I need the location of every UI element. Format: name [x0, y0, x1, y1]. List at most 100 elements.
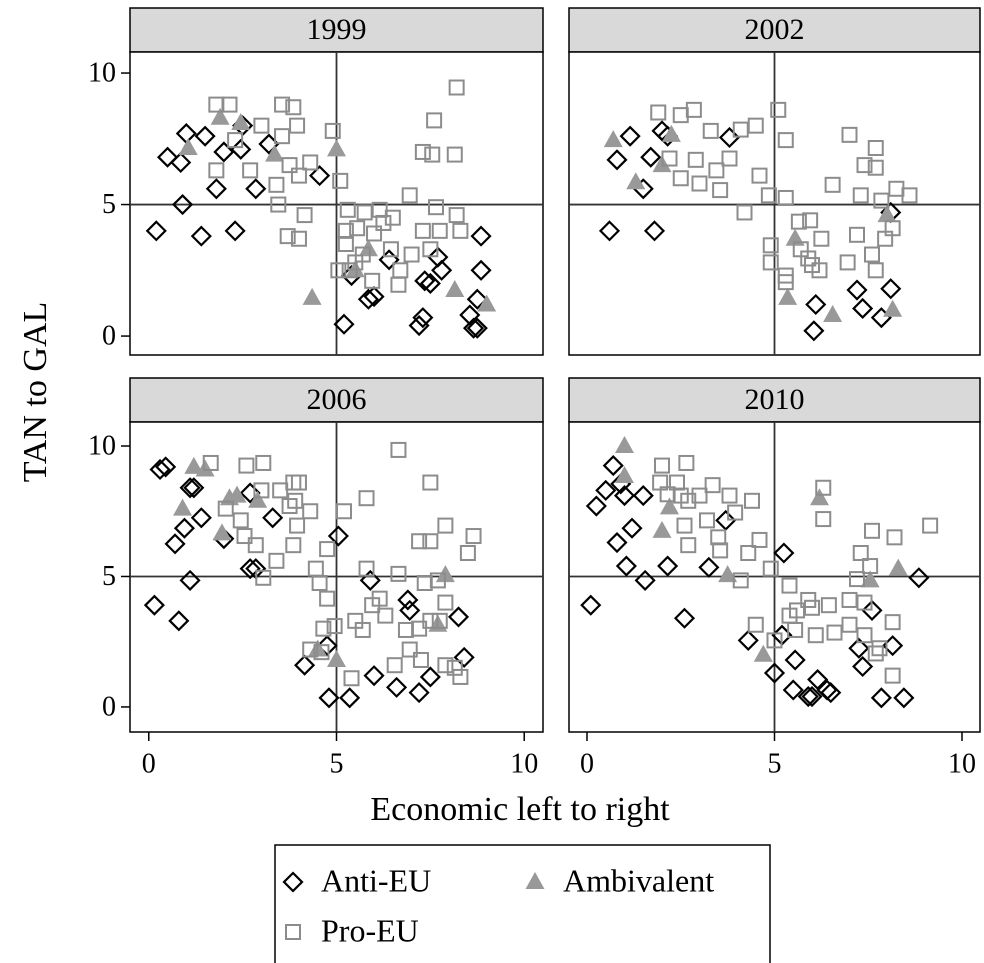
point — [672, 170, 689, 187]
point — [448, 207, 465, 224]
point — [661, 150, 678, 167]
point — [877, 205, 897, 223]
point — [156, 146, 179, 168]
point — [239, 482, 261, 504]
point — [708, 162, 725, 179]
point — [327, 649, 346, 667]
point — [424, 146, 441, 163]
point — [205, 178, 227, 200]
point — [309, 165, 331, 187]
point — [871, 640, 888, 657]
point — [452, 222, 469, 239]
point — [143, 594, 165, 616]
point — [375, 214, 392, 231]
point — [452, 668, 469, 685]
point — [382, 241, 399, 258]
point — [231, 113, 251, 131]
point — [595, 479, 617, 501]
point — [316, 635, 338, 657]
point — [236, 528, 253, 545]
point — [852, 544, 869, 561]
point — [698, 556, 720, 578]
point — [676, 517, 693, 534]
point — [744, 492, 760, 509]
point — [403, 246, 420, 263]
point — [408, 682, 430, 704]
point — [615, 555, 637, 577]
point — [823, 305, 843, 323]
point — [883, 299, 903, 317]
point — [397, 589, 419, 611]
point — [870, 687, 892, 709]
y-axis-label: TAN to GAL — [17, 302, 54, 482]
point — [408, 314, 430, 337]
point — [603, 130, 623, 148]
point — [691, 175, 708, 192]
point — [354, 621, 371, 638]
point — [678, 454, 695, 471]
point — [448, 79, 465, 96]
point — [290, 167, 307, 184]
point — [673, 607, 696, 629]
point — [339, 687, 361, 709]
point — [253, 482, 270, 499]
point — [172, 193, 194, 216]
point — [867, 159, 884, 176]
point — [364, 272, 381, 289]
point — [805, 293, 827, 316]
legend-label: Ambivalent — [563, 862, 714, 898]
panel-header — [129, 7, 544, 53]
point — [867, 645, 884, 662]
point — [852, 187, 869, 204]
point — [884, 220, 901, 237]
point — [213, 141, 235, 163]
panel-title: 2006 — [307, 383, 367, 416]
point — [747, 117, 764, 134]
point — [784, 649, 806, 671]
point — [446, 659, 463, 676]
point — [149, 458, 171, 481]
point — [390, 565, 407, 582]
point — [194, 125, 216, 147]
point — [466, 317, 488, 339]
panel-title: 2010 — [745, 383, 805, 416]
point — [332, 172, 349, 189]
point — [349, 220, 366, 237]
point — [721, 487, 738, 504]
point — [751, 531, 768, 548]
point — [619, 125, 641, 147]
point — [145, 220, 167, 242]
point — [183, 477, 205, 499]
point — [602, 455, 624, 477]
point — [168, 610, 190, 632]
point — [431, 259, 453, 281]
panel-title: 1999 — [307, 13, 367, 46]
point — [787, 621, 804, 638]
point — [363, 665, 385, 687]
point — [294, 654, 316, 676]
point — [431, 222, 448, 239]
point — [782, 679, 804, 701]
point — [414, 143, 431, 160]
point — [704, 477, 721, 494]
point — [429, 572, 446, 589]
point — [358, 490, 375, 507]
point — [377, 607, 394, 624]
point — [680, 492, 697, 509]
point — [893, 687, 915, 709]
point — [274, 128, 291, 145]
point — [813, 230, 830, 247]
point — [864, 522, 880, 539]
point — [777, 274, 794, 291]
point — [626, 172, 646, 190]
point — [422, 241, 439, 258]
point — [763, 662, 786, 684]
point — [650, 104, 667, 121]
point — [202, 454, 219, 471]
point — [766, 632, 783, 649]
point — [371, 590, 388, 607]
point — [179, 569, 201, 591]
point — [357, 288, 379, 310]
point — [820, 597, 837, 614]
point — [888, 558, 908, 576]
